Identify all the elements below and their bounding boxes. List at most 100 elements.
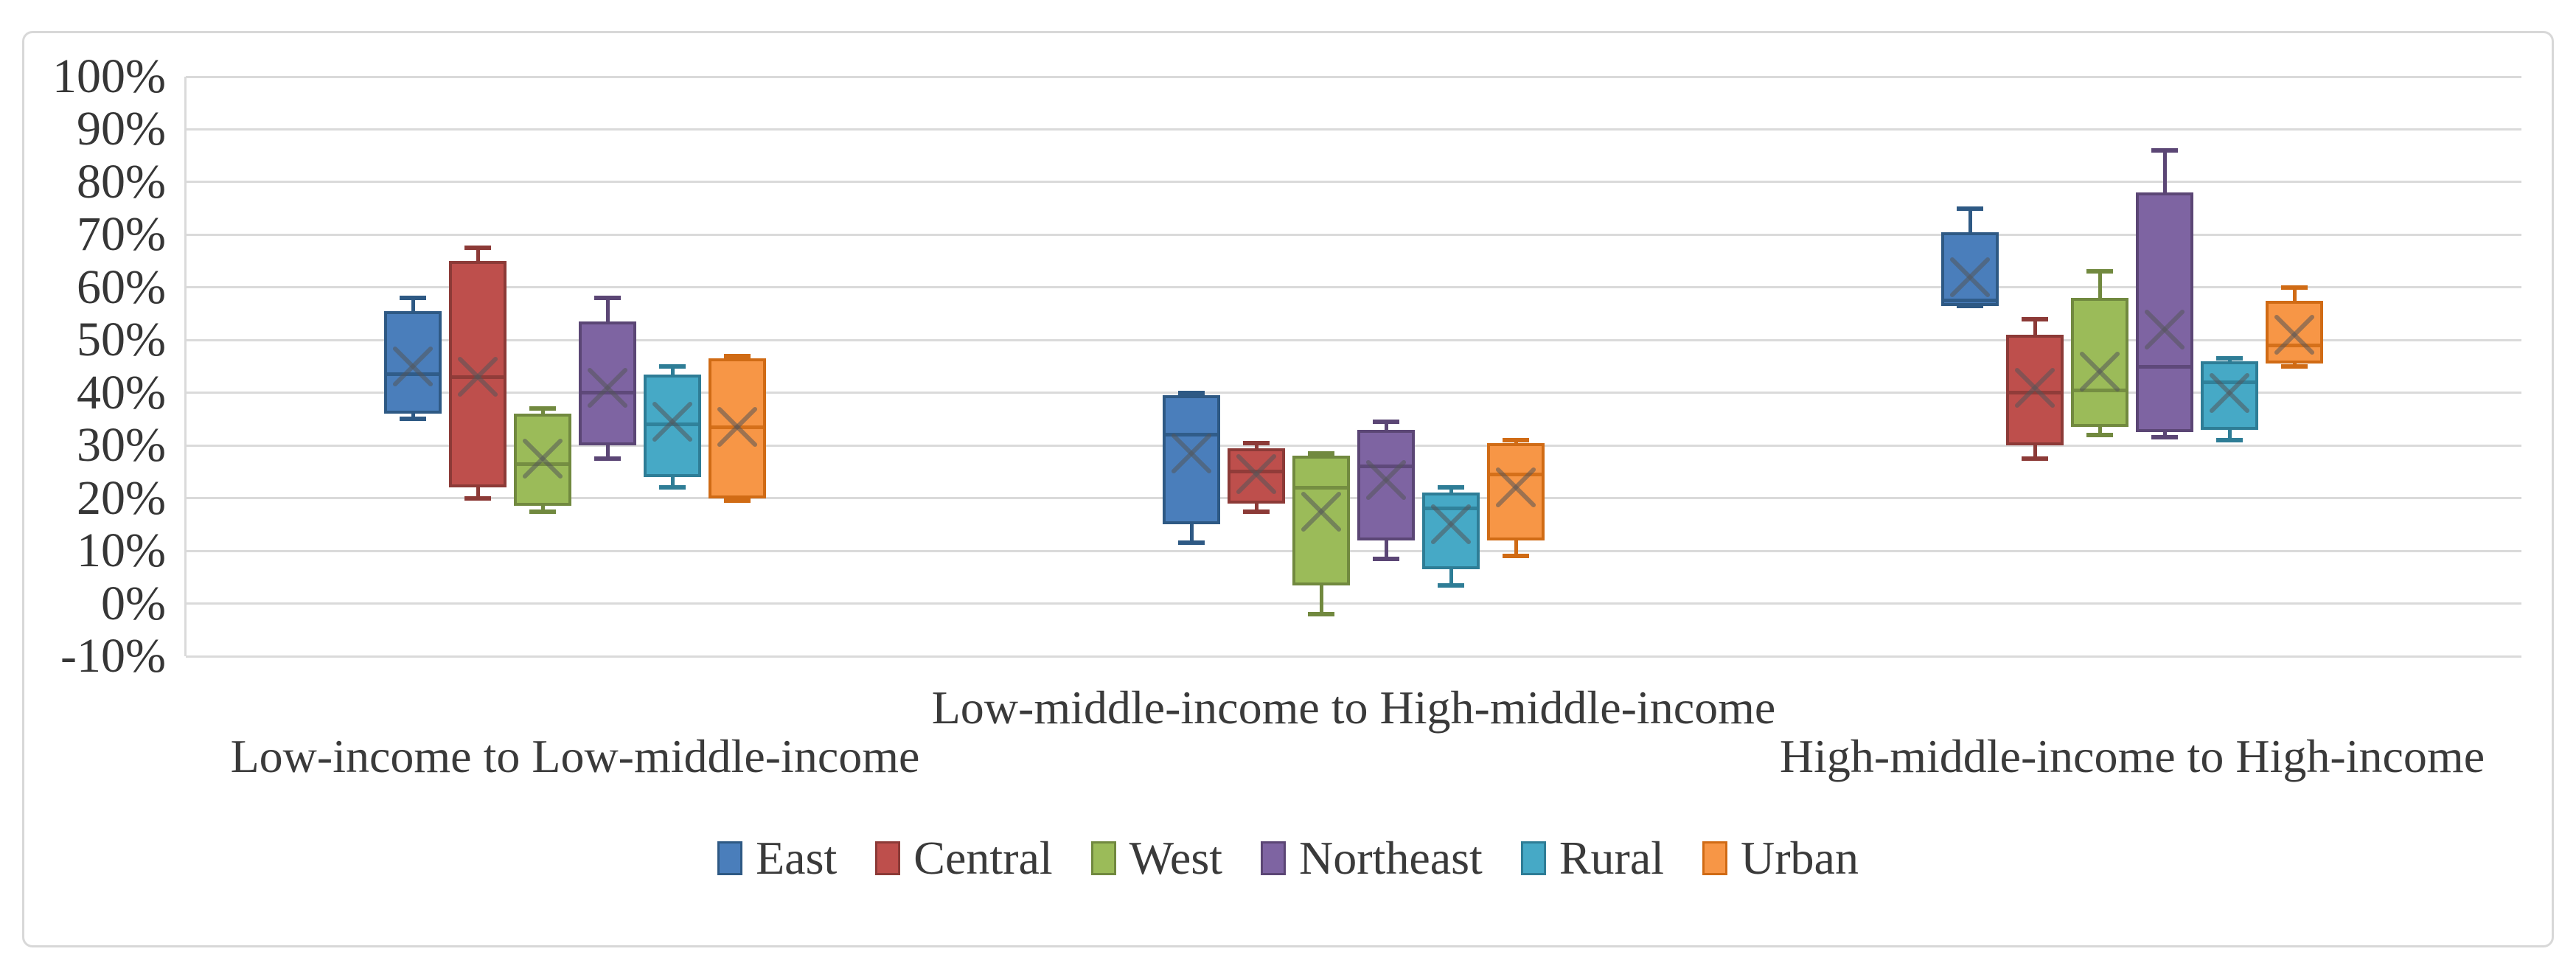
whisker-bottom-central-g1 <box>476 487 480 498</box>
mean-marker-northeast-g2 <box>1364 458 1408 502</box>
median-urban-g3 <box>2269 343 2320 347</box>
category-label-2: Low-middle-income to High-middle-income <box>931 681 1776 734</box>
cap-bottom-east-g3 <box>1957 303 1983 308</box>
y-tick-label: 100% <box>52 49 166 103</box>
cap-top-rural-g2 <box>1438 485 1464 490</box>
box-west-g2 <box>1292 456 1350 585</box>
cap-bottom-west-g1 <box>529 509 556 514</box>
whisker-top-northeast-g1 <box>605 298 610 322</box>
mean-marker-urban-g1 <box>715 405 759 449</box>
legend-item-rural: Rural <box>1520 831 1664 886</box>
median-rural-g2 <box>1425 507 1477 511</box>
cap-bottom-central-g3 <box>2022 456 2048 462</box>
cap-bottom-east-g2 <box>1178 540 1205 546</box>
whisker-top-west-g3 <box>2098 271 2102 299</box>
whisker-bottom-rural-g1 <box>670 477 675 488</box>
legend-swatch-east <box>717 841 743 875</box>
cap-top-east-g2 <box>1178 390 1205 395</box>
mean-marker-central-g1 <box>456 355 500 399</box>
whisker-top-central-g1 <box>476 248 480 262</box>
box-east-g2 <box>1163 395 1220 525</box>
gridline-10 <box>186 549 2521 552</box>
whisker-bottom-west-g2 <box>1319 585 1323 614</box>
legend-label-urban: Urban <box>1741 832 1859 884</box>
cap-bottom-rural-g1 <box>659 485 686 490</box>
whisker-top-west-g1 <box>540 408 545 414</box>
mean-marker-east-g2 <box>1169 431 1214 476</box>
whisker-top-rural-g1 <box>670 366 675 375</box>
whisker-bottom-west-g1 <box>540 506 545 512</box>
legend-item-east: East <box>717 831 837 886</box>
cap-bottom-rural-g3 <box>2216 438 2243 443</box>
gridline-40 <box>186 392 2521 394</box>
legend: East Central West Northeast Rural Urban <box>0 824 2576 892</box>
cap-top-urban-g2 <box>1503 438 1529 443</box>
y-tick-label: 90% <box>77 102 166 156</box>
whisker-bottom-urban-g2 <box>1514 540 1518 557</box>
cap-top-west-g1 <box>529 406 556 411</box>
legend-item-central: Central <box>875 831 1053 886</box>
median-urban-g2 <box>1490 472 1542 476</box>
mean-marker-urban-g2 <box>1494 465 1538 509</box>
category-label-1: Low-income to Low-middle-income <box>230 730 920 782</box>
median-east-g1 <box>387 372 439 377</box>
legend-swatch-northeast <box>1261 841 1286 875</box>
whisker-bottom-central-g2 <box>1254 503 1259 512</box>
legend-swatch-urban <box>1702 841 1727 875</box>
cap-top-east-g3 <box>1957 206 1983 211</box>
legend-label-northeast: Northeast <box>1299 832 1483 884</box>
whisker-top-central-g2 <box>1254 442 1259 448</box>
mean-marker-west-g3 <box>2078 349 2122 394</box>
median-west-g2 <box>1295 485 1347 490</box>
cap-top-central-g2 <box>1243 440 1270 445</box>
category-label-3: High-middle-income to High-income <box>1779 730 2485 782</box>
cap-top-northeast-g2 <box>1373 420 1399 425</box>
whisker-bottom-rural-g2 <box>1449 569 1453 585</box>
y-tick-label: 80% <box>77 154 166 209</box>
mean-marker-northeast-g3 <box>2142 307 2187 352</box>
whisker-bottom-northeast-g2 <box>1384 540 1388 559</box>
whisker-top-northeast-g2 <box>1384 422 1388 430</box>
box-northeast-g2 <box>1357 429 1415 540</box>
cap-bottom-urban-g3 <box>2281 364 2308 369</box>
cap-top-east-g1 <box>400 296 426 301</box>
y-axis-line <box>184 77 187 656</box>
gridline-90 <box>186 128 2521 131</box>
cap-bottom-east-g1 <box>400 417 426 422</box>
mean-marker-rural-g2 <box>1429 502 1473 546</box>
gridline-100 <box>186 75 2521 78</box>
cap-bottom-northeast-g2 <box>1373 556 1399 561</box>
cap-top-west-g3 <box>2086 269 2113 274</box>
cap-bottom-rural-g2 <box>1438 582 1464 588</box>
whisker-bottom-east-g1 <box>411 414 415 420</box>
whisker-bottom-east-g2 <box>1189 524 1194 543</box>
y-tick-label: -10% <box>60 629 166 683</box>
whisker-top-central-g3 <box>2033 319 2037 335</box>
cap-top-northeast-g3 <box>2151 148 2178 153</box>
whisker-top-east-g1 <box>411 298 415 311</box>
whisker-top-rural-g2 <box>1449 487 1453 493</box>
cap-top-central-g3 <box>2022 316 2048 321</box>
gridline-70 <box>186 233 2521 236</box>
whisker-top-east-g3 <box>1968 208 1972 232</box>
median-east-g2 <box>1166 433 1217 437</box>
gridline--10 <box>186 655 2521 658</box>
median-east-g3 <box>1944 299 1996 303</box>
y-tick-label: 10% <box>77 523 166 578</box>
mean-marker-rural-g1 <box>650 400 695 444</box>
cap-bottom-urban-g2 <box>1503 554 1529 559</box>
y-tick-label: 50% <box>77 313 166 367</box>
cap-bottom-northeast-g1 <box>594 456 621 462</box>
cap-top-urban-g3 <box>2281 285 2308 290</box>
legend-item-west: West <box>1090 831 1222 886</box>
gridline-80 <box>186 181 2521 184</box>
y-tick-label: 60% <box>77 260 166 314</box>
median-northeast-g1 <box>582 391 633 395</box>
gridline-30 <box>186 444 2521 447</box>
cap-bottom-central-g1 <box>464 495 491 501</box>
whisker-top-northeast-g3 <box>2162 150 2167 193</box>
y-tick-label: 20% <box>77 470 166 525</box>
median-central-g3 <box>2009 391 2061 395</box>
